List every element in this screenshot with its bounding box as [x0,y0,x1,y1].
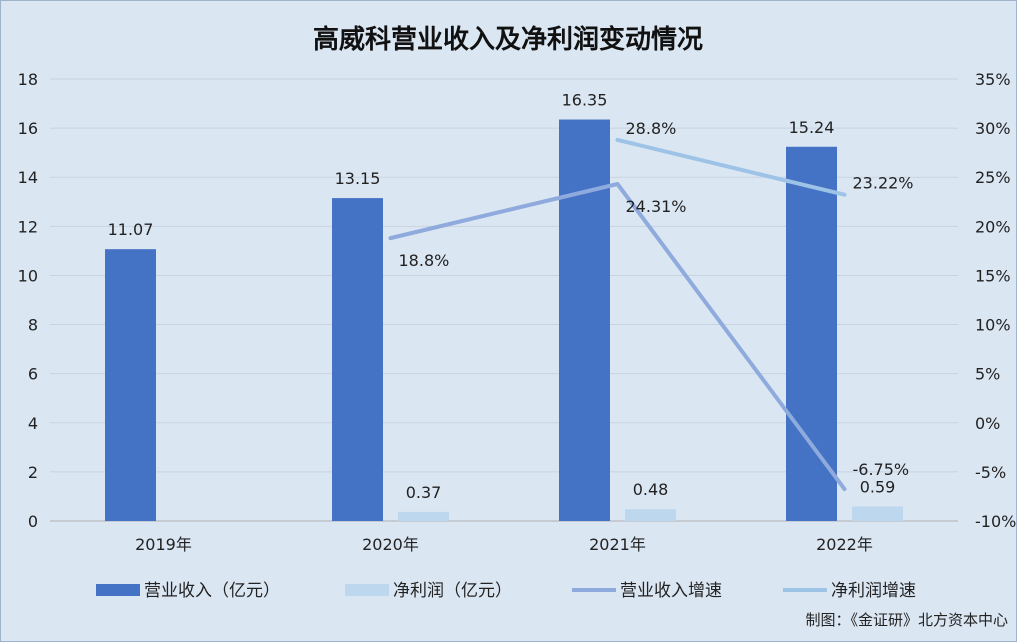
bar [559,119,610,522]
data-label: 18.8% [399,251,450,270]
y2-tick-label: 20% [975,217,1011,236]
data-label: 11.07 [108,220,154,239]
series-line [615,137,847,197]
data-label: 0.48 [633,480,669,499]
chart-title: 高威科营业收入及净利润变动情况 [313,24,703,55]
y2-tick-label: -5% [975,463,1006,482]
bar [105,249,156,522]
x-tick-label: 2019年 [135,535,192,554]
data-label: 24.31% [626,197,687,216]
data-label: 13.15 [335,169,381,188]
legend-label: 净利润（亿元） [393,581,512,601]
bar [398,511,449,521]
y-tick-label: 0 [28,512,38,531]
x-tick-label: 2021年 [589,535,646,554]
data-label: -6.75% [853,460,910,479]
y-tick-label: 14 [18,168,38,187]
legend-swatch [96,584,140,596]
bar [625,509,676,521]
legend: 营业收入（亿元） 净利润（亿元） 营业收入增速 净利润增速 [96,581,916,601]
y2-tick-label: 15% [975,266,1011,285]
y2-tick-label: 0% [975,414,1000,433]
x-tick-label: 2022年 [816,535,873,554]
legend-label: 营业收入（亿元） [144,581,280,601]
y-tick-label: 10 [18,266,38,285]
bar [852,506,903,521]
y-tick-label: 2 [28,463,38,482]
y2-tick-label: 10% [975,316,1011,335]
y-tick-label: 16 [18,119,38,138]
lines [388,137,847,492]
y-tick-label: 4 [28,414,38,433]
bar [332,198,383,521]
y2-tick-label: 30% [975,119,1011,138]
data-label: 0.59 [860,478,896,497]
y-tick-label: 8 [28,316,38,335]
y-tick-label: 12 [18,217,38,236]
data-label: 0.37 [406,483,442,502]
y2-axis: -10% -5% 0% 5% 10% 15% 20% 25% 30% 35% [975,70,1016,531]
data-label: 16.35 [562,91,608,110]
y2-tick-label: 35% [975,70,1011,89]
x-tick-label: 2020年 [362,535,419,554]
data-label: 28.8% [626,119,677,138]
data-labels: 11.07 13.15 16.35 15.24 0.37 0.48 0.59 18.8% 24.… [108,91,914,502]
legend-swatch [345,584,389,596]
y2-tick-label: -10% [975,512,1016,531]
legend-label: 营业收入增速 [620,581,722,601]
series-line [388,181,847,492]
source-credit: 制图：《金证研》北方资本中心 [805,611,1008,629]
x-axis: 2019年 2020年 2021年 2022年 [135,535,873,554]
y-axis: 0 2 4 6 8 10 12 14 16 18 [18,70,38,531]
legend-label: 净利润增速 [831,581,916,601]
y2-tick-label: 25% [975,168,1011,187]
bars [105,119,903,522]
y-tick-label: 6 [28,365,38,384]
data-label: 15.24 [789,118,835,137]
y2-tick-label: 5% [975,365,1000,384]
bar [786,146,837,522]
data-label: 23.22% [853,174,914,193]
y-tick-label: 18 [18,70,38,89]
